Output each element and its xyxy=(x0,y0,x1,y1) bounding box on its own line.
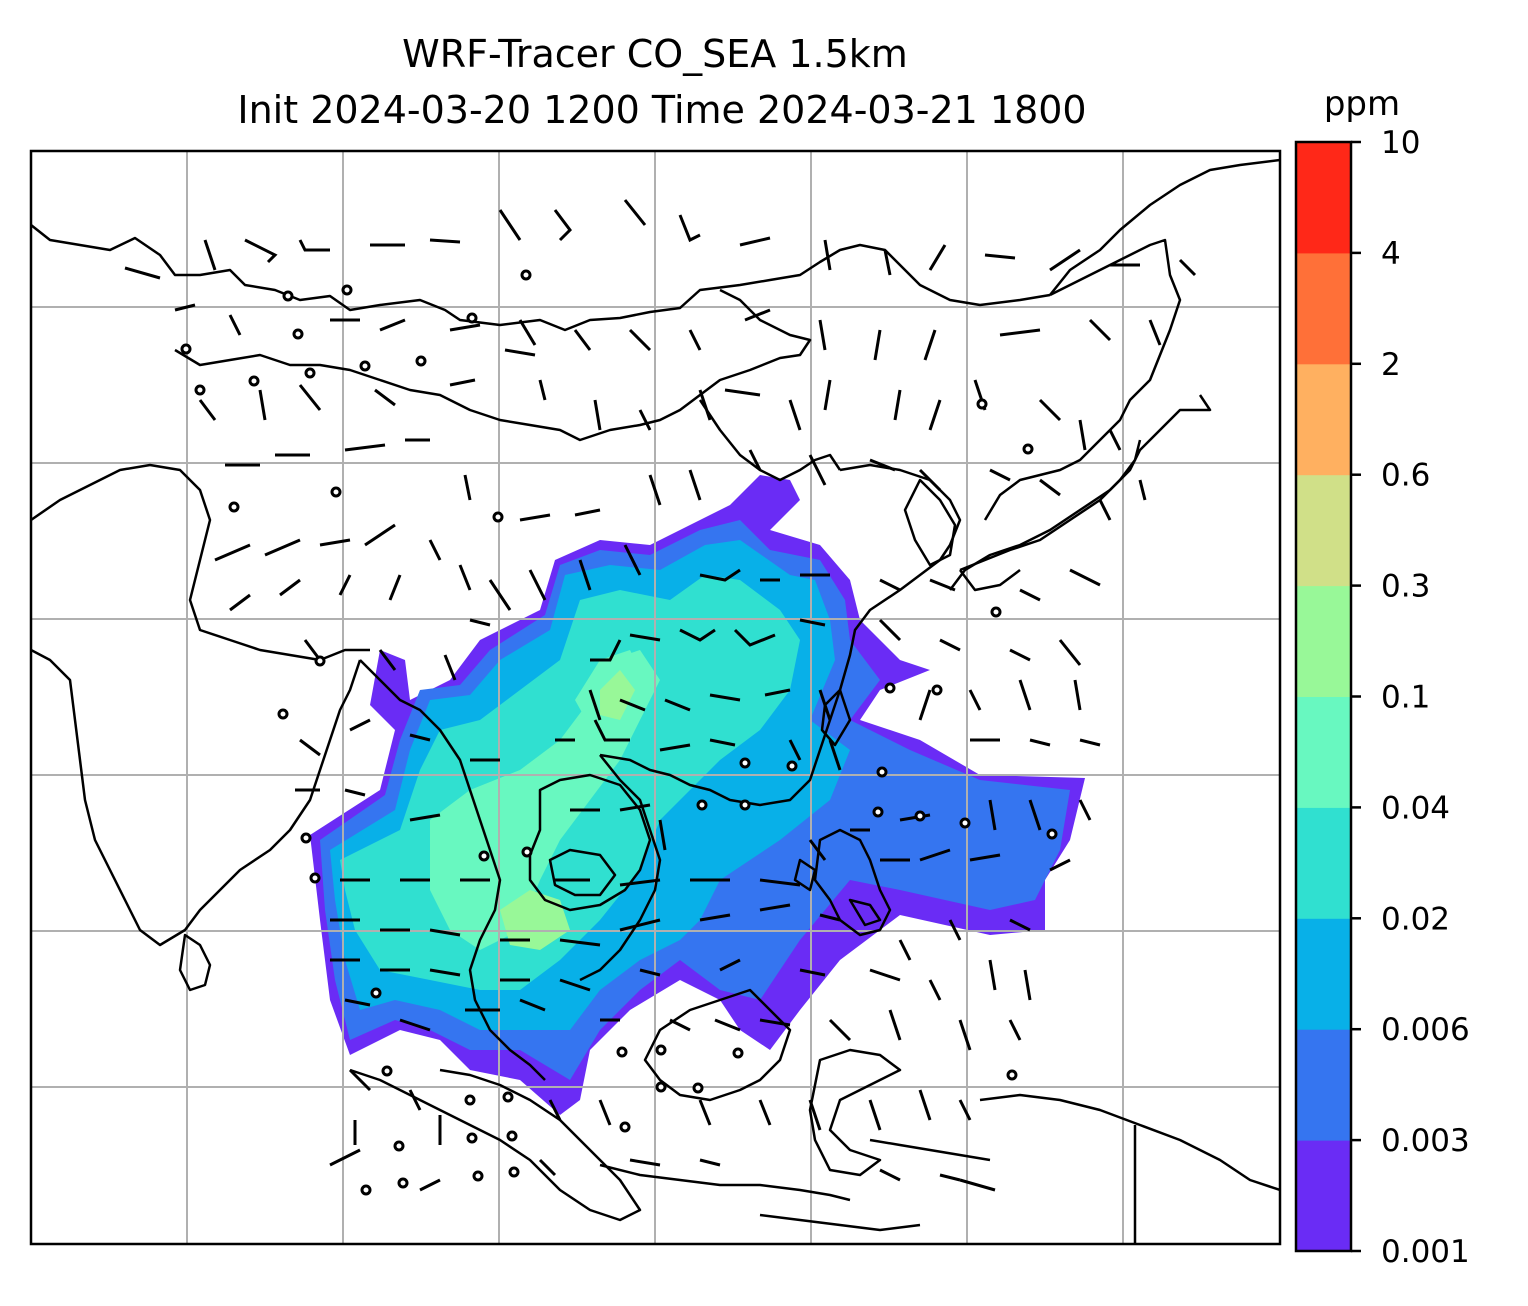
coast-india xyxy=(31,463,370,947)
colorbar-band-0.001 xyxy=(1296,1140,1351,1252)
plume-band-0.1 xyxy=(500,890,570,950)
coast-sulawesi xyxy=(808,1048,902,1177)
map-title: WRF-Tracer CO_SEA 1.5km xyxy=(402,32,908,76)
colorbar-band-2 xyxy=(1296,252,1351,365)
coast-korea-peninsula xyxy=(903,478,957,567)
plume-band-0.1b xyxy=(600,670,635,720)
colorbar-tick-label: 0.1 xyxy=(1381,680,1430,716)
colorbar-tick-label: 4 xyxy=(1381,236,1401,272)
coast-philippines xyxy=(793,828,892,937)
tracer-plume xyxy=(310,475,1085,1115)
coast-indochina xyxy=(359,659,652,1081)
colorbar-band-0.04 xyxy=(1296,696,1351,808)
colorbar-band-0.02 xyxy=(1296,807,1351,919)
coast-mongolia-china-border xyxy=(174,288,812,442)
map-subtitle: Init 2024-03-20 1200 Time 2024-03-21 180… xyxy=(237,88,1086,132)
colorbar-unit-label: ppm xyxy=(1324,84,1400,124)
colorbar-tick-label: 0.3 xyxy=(1381,569,1430,605)
colorbar-band-4 xyxy=(1296,142,1351,254)
colorbar-tick-label: 2 xyxy=(1381,347,1401,383)
colorbar-tick-label: 0.6 xyxy=(1381,458,1430,494)
colorbar-band-0.006 xyxy=(1296,918,1351,1030)
calm-wind-markers xyxy=(180,269,1058,1196)
map-panel xyxy=(31,151,1280,1244)
coast-taiwan xyxy=(820,688,852,747)
coast-japan-main xyxy=(959,439,1142,592)
colorbar-band-0.6 xyxy=(1296,363,1351,476)
coast-north-border xyxy=(31,224,1051,332)
coast-sumatra xyxy=(349,1068,642,1222)
coast-russia-east xyxy=(1049,158,1280,296)
coast-java xyxy=(599,1163,851,1202)
coast-vietnam-coast xyxy=(579,754,662,982)
wind-barbs xyxy=(124,199,1197,1192)
colorbar-tick-label: 0.02 xyxy=(1381,901,1450,937)
coast-china-east xyxy=(599,463,962,807)
colorbar-tick-label: 10 xyxy=(1381,125,1420,161)
colorbar-tick-label: 0.003 xyxy=(1381,1123,1470,1159)
colorbar-tick-label: 0.006 xyxy=(1381,1012,1470,1048)
coast-lesser-sunda xyxy=(759,1138,991,1232)
colorbar-tick-label: 0.04 xyxy=(1381,790,1450,826)
coast-sri-lanka xyxy=(178,933,212,992)
colorbar-band-0.1 xyxy=(1296,585,1351,697)
coastlines xyxy=(31,158,1280,1244)
map-frame xyxy=(29,149,1282,1246)
colorbar-tick-label: 0.001 xyxy=(1381,1234,1470,1270)
colorbar: ppm 0.001 0.003 0.006 0.02 0.04 0.1 0.3 0.6 2 4 10 xyxy=(1294,84,1470,1270)
colorbar-band-0.003 xyxy=(1296,1029,1351,1141)
colorbar-band-0.3 xyxy=(1296,474,1351,587)
coast-china-interior xyxy=(698,399,842,482)
coast-new-guinea xyxy=(979,1093,1280,1244)
